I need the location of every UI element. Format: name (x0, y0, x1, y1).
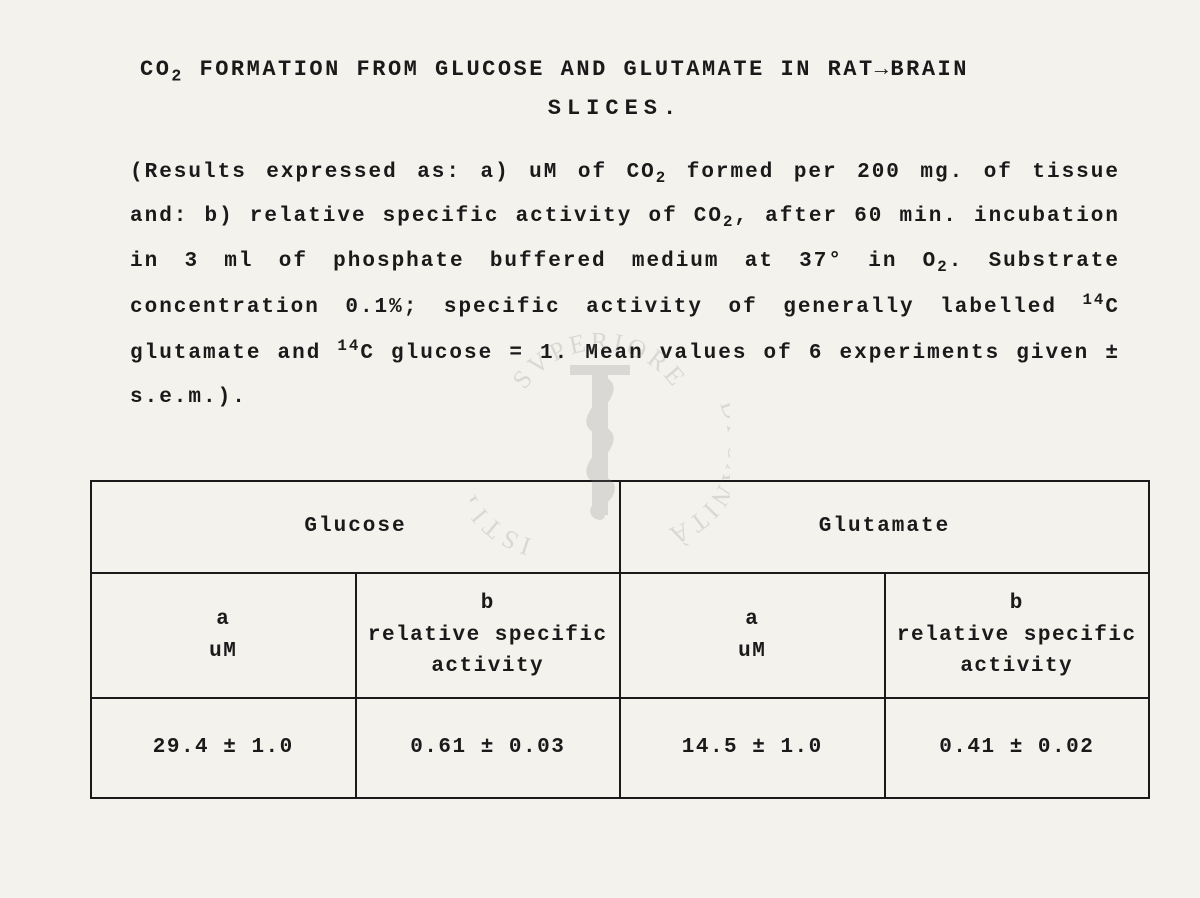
subheader-glutamate-b: brelative specificactivity (885, 573, 1150, 698)
subheader-glutamate-a: auM (620, 573, 885, 698)
column-group-glucose: Glucose (91, 481, 620, 573)
cell-glucose-b: 0.61 ± 0.03 (356, 698, 621, 798)
cell-glucose-a: 29.4 ± 1.0 (91, 698, 356, 798)
subheader-glucose-a: auM (91, 573, 356, 698)
title-line-1: CO2 FORMATION FROM GLUCOSE AND GLUTAMATE… (140, 50, 1140, 91)
column-group-glutamate: Glutamate (620, 481, 1149, 573)
cell-glutamate-b: 0.41 ± 0.02 (885, 698, 1150, 798)
table-header-row-groups: Glucose Glutamate (91, 481, 1149, 573)
cell-glutamate-a: 14.5 ± 1.0 (620, 698, 885, 798)
table-row: 29.4 ± 1.0 0.61 ± 0.03 14.5 ± 1.0 0.41 ±… (91, 698, 1149, 798)
description-paragraph: (Results expressed as: a) uM of CO2 form… (130, 151, 1120, 420)
results-table: Glucose Glutamate auM brelative specific… (90, 480, 1150, 799)
table-header-row-sub: auM brelative specificactivity auM brela… (91, 573, 1149, 698)
document-page: CO2 FORMATION FROM GLUCOSE AND GLUTAMATE… (0, 0, 1200, 898)
subheader-glucose-b: brelative specificactivity (356, 573, 621, 698)
title-line-2: SLICES. (90, 96, 1140, 121)
